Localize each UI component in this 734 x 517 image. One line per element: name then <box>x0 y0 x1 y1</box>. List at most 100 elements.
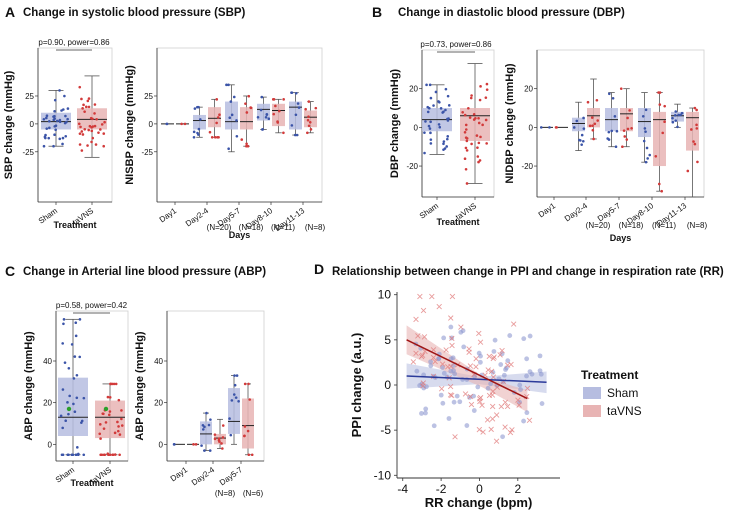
a2-tavns-point <box>240 138 244 141</box>
b2-sham-point <box>610 129 614 133</box>
b1-sham-point <box>426 110 430 114</box>
a1-sham-point <box>54 128 57 132</box>
panel-title-d: Relationship between change in PPI and c… <box>332 266 724 278</box>
panel-title-a: Change in systolic blood pressure (SBP) <box>23 7 246 19</box>
d-sham-point <box>492 337 498 343</box>
c1-sham-point <box>73 355 77 358</box>
d-ylabel: PPI change (a.u.) <box>349 333 364 438</box>
b2-sham-point <box>580 143 583 146</box>
a2-sham-point <box>264 115 268 119</box>
b1-sham-point <box>429 120 432 124</box>
a2-xtick-sublabel: (N=11) <box>271 223 295 232</box>
a1-sham-point <box>53 114 56 118</box>
b1-sham-point <box>424 120 427 123</box>
b1-tavns-point <box>475 134 479 137</box>
c1-sham-point <box>61 426 64 430</box>
a2-xtick-label: Day1 <box>158 206 179 224</box>
b1-sham-point <box>442 142 445 146</box>
a1-sham-point <box>53 125 57 128</box>
a2-tavns-point <box>245 111 249 114</box>
c1-tavns-point <box>108 410 112 413</box>
b1-ytick-label: -20 <box>406 162 418 171</box>
c1-sham-point <box>59 414 63 418</box>
c2-sham-point <box>232 393 236 396</box>
b2-sham-point <box>646 157 649 160</box>
b1-tavns-point <box>485 82 489 86</box>
d-tavns-point <box>477 398 483 405</box>
c1-tavns-point <box>112 382 116 386</box>
d-sham-point <box>521 336 527 342</box>
d-tavns-point <box>429 293 435 300</box>
a1-tavns-point <box>102 144 106 148</box>
d-tavns-point <box>490 388 496 395</box>
a2-tavns-point <box>282 98 285 101</box>
d-tavns-point <box>476 426 483 433</box>
d-sham-point <box>538 371 544 377</box>
b2-sham-point <box>572 126 576 129</box>
c1-tavns-point <box>104 421 108 424</box>
d-xlabel: RR change (bpm) <box>425 495 533 510</box>
b1-sham-point <box>446 94 450 98</box>
b1-tavns-point <box>464 146 468 150</box>
b1-tavns-point <box>463 157 467 161</box>
c1-ytick-label: 20 <box>43 399 52 408</box>
c2-ytick-label: 20 <box>154 399 163 408</box>
b2-tavns-point <box>654 154 658 158</box>
c1-sham-point <box>67 412 70 416</box>
b2-sham-point <box>671 120 675 124</box>
b1-tavns-point <box>461 110 464 114</box>
c1-tavns-point <box>110 382 114 386</box>
b1-tavns-point <box>477 121 481 125</box>
a1-sham-point <box>42 117 46 121</box>
a2-tavns-point <box>208 130 212 134</box>
d-tavns-point <box>499 347 505 354</box>
a2-sham-point <box>235 134 239 138</box>
d-sham-point <box>537 353 543 359</box>
c1-xlabel: Treatment <box>70 478 113 488</box>
d-sham-point <box>446 416 452 421</box>
c1-tavns-mean-marker <box>103 406 109 412</box>
b2-tavns-point <box>622 129 626 132</box>
b1-tavns-point <box>464 167 468 171</box>
a2-tavns-point <box>307 100 311 103</box>
a1-xlabel: Treatment <box>53 220 96 230</box>
c1-sham-point <box>74 453 78 457</box>
a1-tavns-point <box>78 85 82 89</box>
b2-sham-point <box>671 116 674 120</box>
c2-xtick-sublabel: (N=8) <box>215 489 236 498</box>
b2-sham-point <box>611 96 615 100</box>
c2-tavns-point <box>246 429 250 433</box>
b1-tavns-point <box>474 116 477 120</box>
a1-tavns-point <box>93 124 97 128</box>
b1-tavns-point <box>476 155 480 158</box>
c1-tavns-point <box>113 453 117 456</box>
a2-tavns-box <box>272 103 285 127</box>
c1-sham-point <box>62 322 65 326</box>
d-tavns-point <box>467 363 474 369</box>
b1-sham-point <box>447 104 451 107</box>
c2-sham-point <box>203 425 206 429</box>
b1-tavns-point <box>485 88 489 91</box>
d-ytick-label: 10 <box>378 288 392 302</box>
b1-tavns-point <box>477 160 480 164</box>
b2-sham-point <box>607 138 611 141</box>
legend-swatch-tavns <box>583 405 601 417</box>
b2-xtick-label: Day1 <box>537 201 558 219</box>
a2-tavns-point <box>215 121 218 125</box>
a2-tavns-point <box>245 142 248 146</box>
a2-xtick-sublabel: (N=8) <box>305 223 326 232</box>
a2-tavns-point <box>213 135 217 139</box>
c2-tavns-point <box>243 425 247 428</box>
c1-sham-point <box>67 366 71 370</box>
c1-tavns-point <box>107 413 111 417</box>
a2-sham-point <box>267 117 271 121</box>
a1-tavns-point <box>91 136 95 140</box>
a2-ytick-label: 0 <box>149 120 154 129</box>
a2-xtick-sublabel: (N=20) <box>207 223 232 232</box>
a1-tavns-point <box>77 122 81 126</box>
c2-tavns-point <box>221 436 225 439</box>
b2-tavns-point <box>586 100 590 104</box>
d-sham-point <box>448 356 454 362</box>
b2-ytick-label: 20 <box>524 85 533 94</box>
d-sham-point <box>450 363 456 369</box>
